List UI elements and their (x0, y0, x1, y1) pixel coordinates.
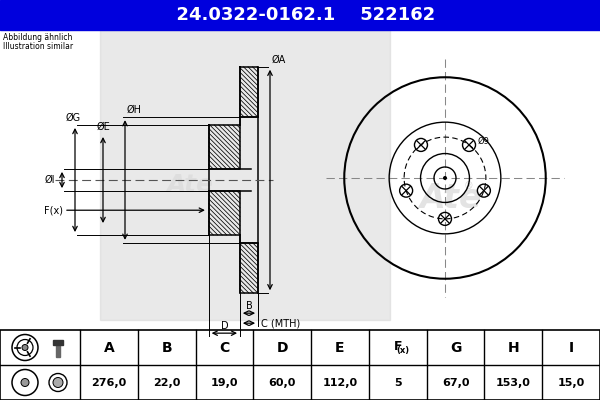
Text: 153,0: 153,0 (496, 378, 531, 388)
Text: F(x): F(x) (44, 205, 63, 215)
Text: C (MTH): C (MTH) (261, 318, 300, 328)
Text: F: F (394, 340, 402, 353)
Text: B: B (161, 340, 172, 354)
Bar (53, 340, 63, 344)
Text: H: H (508, 340, 519, 354)
Text: 67,0: 67,0 (442, 378, 469, 388)
Text: A: A (104, 340, 114, 354)
Bar (0, 0, 600, 30)
Circle shape (22, 344, 28, 350)
Text: Ate: Ate (167, 173, 214, 197)
Text: Ate: Ate (419, 182, 481, 214)
Circle shape (21, 378, 29, 386)
Text: ØE: ØE (96, 122, 110, 132)
Text: 112,0: 112,0 (322, 378, 358, 388)
Text: C: C (220, 340, 230, 354)
Circle shape (443, 176, 447, 180)
Text: ØI: ØI (44, 175, 55, 185)
Text: 60,0: 60,0 (269, 378, 296, 388)
Bar (0, 330, 600, 400)
Text: ®: ® (464, 181, 474, 191)
Text: Ø9: Ø9 (478, 136, 490, 146)
Text: E: E (335, 340, 345, 354)
Circle shape (53, 378, 63, 388)
Text: 22,0: 22,0 (153, 378, 181, 388)
Text: ØA: ØA (272, 55, 286, 65)
Text: B: B (245, 301, 253, 311)
Text: D: D (277, 340, 288, 354)
Text: 276,0: 276,0 (91, 378, 127, 388)
Text: ØG: ØG (65, 113, 80, 123)
Text: G: G (450, 340, 461, 354)
Text: 19,0: 19,0 (211, 378, 238, 388)
Text: 5: 5 (394, 378, 401, 388)
Text: ØH: ØH (127, 105, 142, 115)
Text: D: D (221, 321, 228, 331)
Bar (56, 344, 60, 356)
Text: 24.0322-0162.1    522162: 24.0322-0162.1 522162 (164, 6, 436, 24)
Text: (x): (x) (396, 346, 409, 355)
Text: Illustration similar: Illustration similar (3, 42, 73, 51)
Text: I: I (569, 340, 574, 354)
Text: Abbildung ähnlich: Abbildung ähnlich (3, 33, 73, 42)
Text: 15,0: 15,0 (557, 378, 585, 388)
Bar (100, 30, 390, 320)
